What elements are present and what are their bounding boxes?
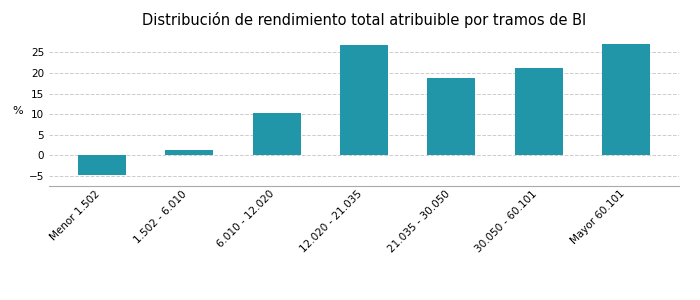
Bar bbox=[340, 45, 388, 155]
Bar bbox=[514, 68, 563, 155]
Bar bbox=[78, 155, 126, 175]
Bar bbox=[165, 150, 214, 155]
Title: Distribución de rendimiento total atribuible por tramos de BI: Distribución de rendimiento total atribu… bbox=[142, 12, 586, 28]
Y-axis label: %: % bbox=[13, 106, 23, 116]
Bar bbox=[428, 78, 475, 155]
Bar bbox=[253, 113, 300, 155]
Bar bbox=[602, 44, 650, 155]
